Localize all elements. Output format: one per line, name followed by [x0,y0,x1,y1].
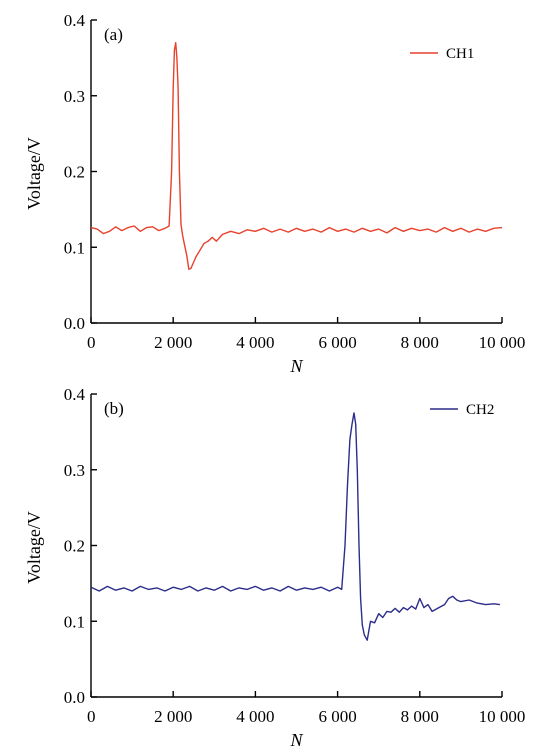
y-axis-title: Voltage/V [24,137,44,210]
legend-label: CH2 [466,402,494,418]
y-tick-label: 0.1 [64,612,85,631]
y-tick-label: 0.4 [64,385,86,404]
y-tick-label: 0.1 [64,238,85,257]
x-tick-label: 8 000 [401,333,439,352]
x-tick-label: 6 000 [318,707,356,726]
y-tick-label: 0.3 [64,87,85,106]
panel-a: 0.0 0.1 0.2 0.3 0.4 0 2 000 4 000 6 000 8 000 10 0… [24,11,525,376]
x-tick-label: 10 000 [479,333,526,352]
x-tick-label: 0 [87,333,96,352]
x-tick-label: 4 000 [236,707,274,726]
y-tick-label: 0.2 [64,537,85,556]
x-tick-label: 2 000 [154,707,192,726]
x-axis-title: N [289,730,303,750]
x-tick-label: 0 [87,707,96,726]
panel-label: (b) [104,399,124,418]
panel-b: 0.0 0.1 0.2 0.3 0.4 0 2 000 4 000 6 000 8 000 10 0… [24,385,525,750]
y-tick-label: 0.2 [64,163,85,182]
panel-label: (a) [104,25,123,44]
x-tick-label: 10 000 [479,707,526,726]
x-tick-label: 6 000 [318,333,356,352]
x-tick-label: 2 000 [154,333,192,352]
y-tick-label: 0.0 [64,688,85,707]
series-line-ch2 [90,412,500,641]
y-tick-label: 0.4 [64,11,86,30]
y-tick-label: 0.3 [64,461,85,480]
series-line-ch1 [90,42,503,270]
legend-label: CH1 [446,46,474,62]
x-tick-label: 4 000 [236,333,274,352]
y-tick-label: 0.0 [64,314,85,333]
x-tick-label: 8 000 [401,707,439,726]
x-axis-title: N [289,356,303,376]
y-axis-title: Voltage/V [24,511,44,584]
